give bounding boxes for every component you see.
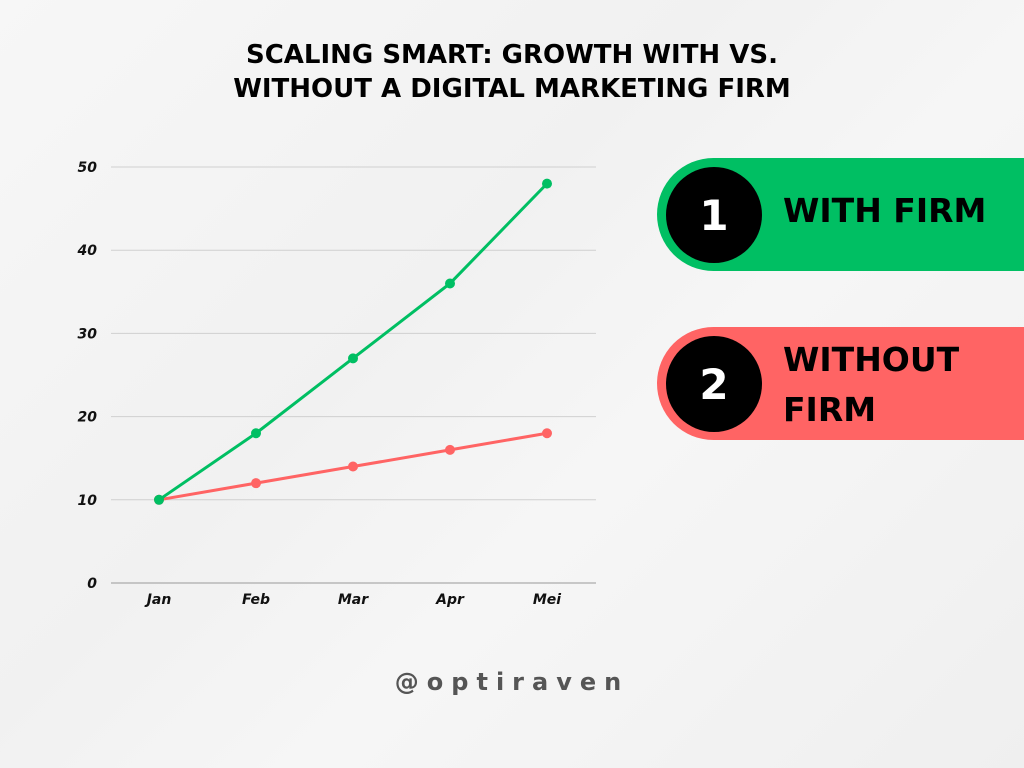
y-tick-label: 30 <box>78 326 98 342</box>
y-tick-label: 10 <box>78 493 98 509</box>
y-tick-label: 40 <box>77 243 98 259</box>
y-tick-label: 20 <box>78 410 98 426</box>
footer-handle: @optiraven <box>394 668 630 696</box>
data-point <box>348 353 358 364</box>
x-tick-label: Mar <box>338 592 369 608</box>
series-line <box>158 182 549 502</box>
x-tick-label: Mei <box>533 592 561 608</box>
data-point <box>542 178 552 189</box>
data-point <box>445 278 455 289</box>
legend-label-line: FIRM <box>783 390 877 429</box>
data-point <box>542 428 552 439</box>
title-line-2: WITHOUT A DIGITAL MARKETING FIRM <box>233 74 791 104</box>
chart-title: SCALING SMART: GROWTH WITH VS. WITHOUT A… <box>0 38 1024 106</box>
data-point <box>348 461 358 472</box>
data-point <box>251 428 261 439</box>
x-tick-label: Feb <box>242 592 270 608</box>
legend-label-line: WITHOUT <box>783 340 960 379</box>
legend-label-line: WITH FIRM <box>783 191 987 230</box>
legend-number-badge: 1 <box>666 167 762 263</box>
legend-label: WITH FIRM <box>783 186 986 236</box>
x-tick-label: Jan <box>144 592 172 608</box>
data-point <box>445 444 455 455</box>
legend-item-without-firm: 2 WITHOUT FIRM <box>657 327 1024 440</box>
data-point <box>154 494 164 505</box>
data-point <box>251 478 261 489</box>
y-tick-label: 50 <box>78 160 98 176</box>
y-tick-label: 0 <box>87 576 97 592</box>
x-tick-label: Apr <box>435 592 465 608</box>
title-line-1: SCALING SMART: GROWTH WITH VS. <box>246 40 778 70</box>
legend-label: WITHOUT FIRM <box>783 335 959 435</box>
legend-item-with-firm: 1 WITH FIRM <box>657 158 1024 271</box>
legend-number-badge: 2 <box>666 336 762 432</box>
